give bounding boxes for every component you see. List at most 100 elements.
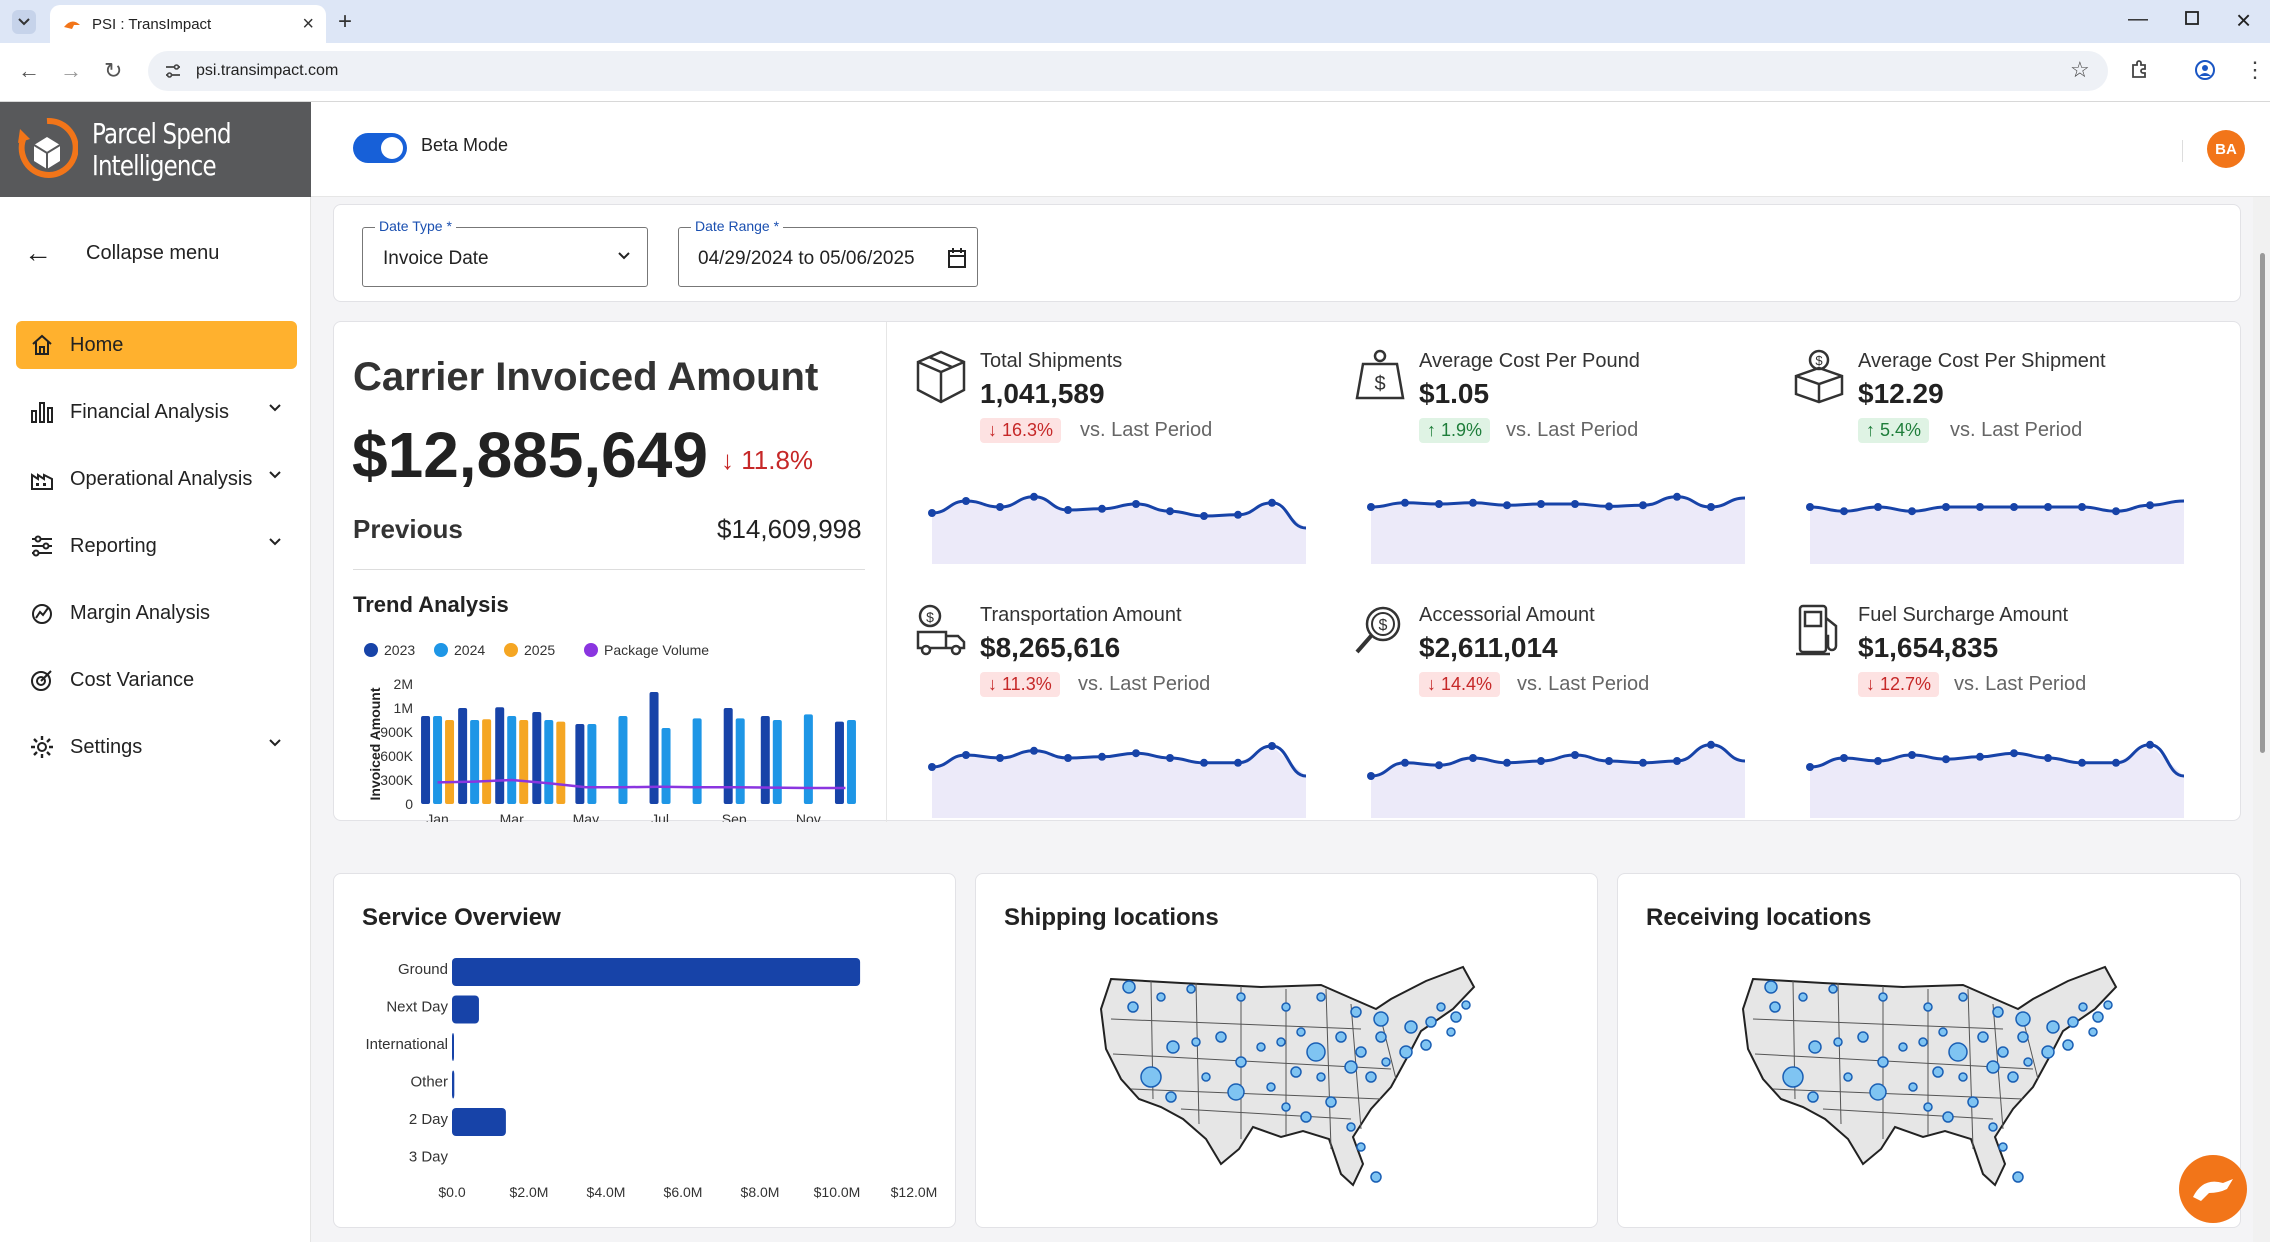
location-marker[interactable] <box>1350 1006 1362 1018</box>
browser-tab[interactable]: PSI : TransImpact × <box>50 5 326 43</box>
location-marker[interactable] <box>1425 1016 1437 1028</box>
chat-assistant-button[interactable] <box>2179 1155 2247 1223</box>
location-marker[interactable] <box>2092 1011 2104 1023</box>
location-marker[interactable] <box>2078 1002 2088 1012</box>
location-marker[interactable] <box>1938 1027 1948 1037</box>
location-marker[interactable] <box>1122 980 1136 994</box>
bookmark-star-icon[interactable]: ☆ <box>2070 57 2090 82</box>
location-marker[interactable] <box>1300 1111 1312 1123</box>
location-marker[interactable] <box>2088 1027 2098 1037</box>
trend-bar[interactable] <box>661 728 671 804</box>
location-marker[interactable] <box>1948 1042 1968 1062</box>
location-marker[interactable] <box>1355 1046 1367 1058</box>
metric-avg-cost-per-shipment[interactable]: $ Average Cost Per Shipment $12.29 ↑ 5.4… <box>1792 348 2212 608</box>
tab-search-button[interactable] <box>12 10 36 34</box>
location-marker[interactable] <box>1878 992 1888 1002</box>
trend-bar[interactable] <box>834 721 844 804</box>
extensions-icon[interactable] <box>2130 59 2150 79</box>
service-bar[interactable] <box>452 1108 506 1136</box>
location-marker[interactable] <box>1236 992 1246 1002</box>
location-marker[interactable] <box>1266 1082 1276 1092</box>
location-marker[interactable] <box>1877 1056 1889 1068</box>
close-tab-icon[interactable]: × <box>302 12 314 35</box>
location-marker[interactable] <box>1986 1060 2000 1074</box>
trend-bar[interactable] <box>618 716 628 804</box>
date-range-field[interactable]: Date Range * 04/29/2024 to 05/06/2025 <box>678 218 978 287</box>
location-marker[interactable] <box>2046 1020 2060 1034</box>
location-marker[interactable] <box>2007 1071 2019 1083</box>
sidebar-item-reporting[interactable]: Reporting <box>16 522 297 570</box>
collapse-menu-button[interactable]: ← Collapse menu <box>24 237 219 269</box>
location-marker[interactable] <box>2103 1000 2113 1010</box>
sidebar-item-cost-variance[interactable]: Cost Variance <box>16 656 297 704</box>
location-marker[interactable] <box>1942 1111 1954 1123</box>
location-marker[interactable] <box>2017 1031 2029 1043</box>
location-marker[interactable] <box>1923 1002 1933 1012</box>
location-marker[interactable] <box>1807 1091 1819 1103</box>
date-type-select[interactable]: Date Type * Invoice Date <box>362 218 648 287</box>
location-marker[interactable] <box>1932 1066 1944 1078</box>
location-marker[interactable] <box>1365 1071 1377 1083</box>
new-tab-button[interactable]: + <box>338 8 353 35</box>
minimize-window-button[interactable]: — <box>2128 8 2148 30</box>
sidebar-item-home[interactable]: Home <box>16 321 297 369</box>
location-marker[interactable] <box>1404 1020 1418 1034</box>
location-marker[interactable] <box>1373 1011 1389 1027</box>
location-marker[interactable] <box>1828 984 1838 994</box>
location-marker[interactable] <box>1764 980 1778 994</box>
location-marker[interactable] <box>1276 1037 1286 1047</box>
calendar-icon[interactable] <box>947 247 967 269</box>
trend-bar[interactable] <box>803 714 813 804</box>
site-settings-icon[interactable] <box>164 62 182 80</box>
trend-bar[interactable] <box>421 716 431 804</box>
trend-bar[interactable] <box>772 720 782 804</box>
trend-bar[interactable] <box>532 712 542 804</box>
location-marker[interactable] <box>1296 1027 1306 1037</box>
scrollbar-thumb[interactable] <box>2260 253 2265 753</box>
location-marker[interactable] <box>2041 1045 2055 1059</box>
location-marker[interactable] <box>1808 1040 1822 1054</box>
location-marker[interactable] <box>1869 1083 1887 1101</box>
location-marker[interactable] <box>1992 1006 2004 1018</box>
location-marker[interactable] <box>1833 1037 1843 1047</box>
location-marker[interactable] <box>1998 1142 2008 1152</box>
location-marker[interactable] <box>1988 1122 1998 1132</box>
forward-button[interactable]: → <box>60 58 82 83</box>
location-marker[interactable] <box>1918 1037 1928 1047</box>
trend-bar[interactable] <box>556 721 566 804</box>
metric-total-shipments[interactable]: Total Shipments 1,041,589 ↓ 16.3% vs. La… <box>914 348 1334 608</box>
location-marker[interactable] <box>1843 1072 1853 1082</box>
metric-avg-cost-per-pound[interactable]: $ Average Cost Per Pound $1.05 ↑ 1.9% vs… <box>1353 348 1773 608</box>
sidebar-item-operational-analysis[interactable]: Operational Analysis <box>16 455 297 503</box>
location-marker[interactable] <box>1281 1102 1291 1112</box>
trend-bar[interactable] <box>458 708 468 804</box>
location-marker[interactable] <box>1165 1091 1177 1103</box>
location-marker[interactable] <box>1769 1001 1781 1013</box>
trend-bar[interactable] <box>649 692 659 804</box>
location-marker[interactable] <box>1215 1031 1227 1043</box>
trend-bar[interactable] <box>735 718 745 804</box>
location-marker[interactable] <box>2062 1039 2074 1051</box>
location-marker[interactable] <box>1857 1031 1869 1043</box>
location-marker[interactable] <box>1908 1082 1918 1092</box>
user-avatar[interactable]: BA <box>2207 130 2245 168</box>
location-marker[interactable] <box>1290 1066 1302 1078</box>
location-marker[interactable] <box>1370 1171 1382 1183</box>
location-marker[interactable] <box>2015 1011 2031 1027</box>
browser-menu-icon[interactable]: ⋮ <box>2244 57 2266 82</box>
trend-bar[interactable] <box>445 720 455 804</box>
service-bar[interactable] <box>452 995 479 1024</box>
service-bar[interactable] <box>452 1070 455 1099</box>
sidebar-item-settings[interactable]: Settings <box>16 723 297 771</box>
location-marker[interactable] <box>1156 992 1166 1002</box>
location-marker[interactable] <box>1798 992 1808 1002</box>
location-marker[interactable] <box>1235 1056 1247 1068</box>
trend-bar[interactable] <box>433 716 443 804</box>
trend-bar[interactable] <box>519 720 529 804</box>
location-marker[interactable] <box>1958 1072 1968 1082</box>
trend-bar[interactable] <box>507 716 517 804</box>
app-logo[interactable]: Parcel Spend Intelligence <box>0 102 311 197</box>
trend-bar[interactable] <box>482 719 492 804</box>
profile-icon[interactable] <box>2194 59 2216 81</box>
location-marker[interactable] <box>1356 1142 1366 1152</box>
